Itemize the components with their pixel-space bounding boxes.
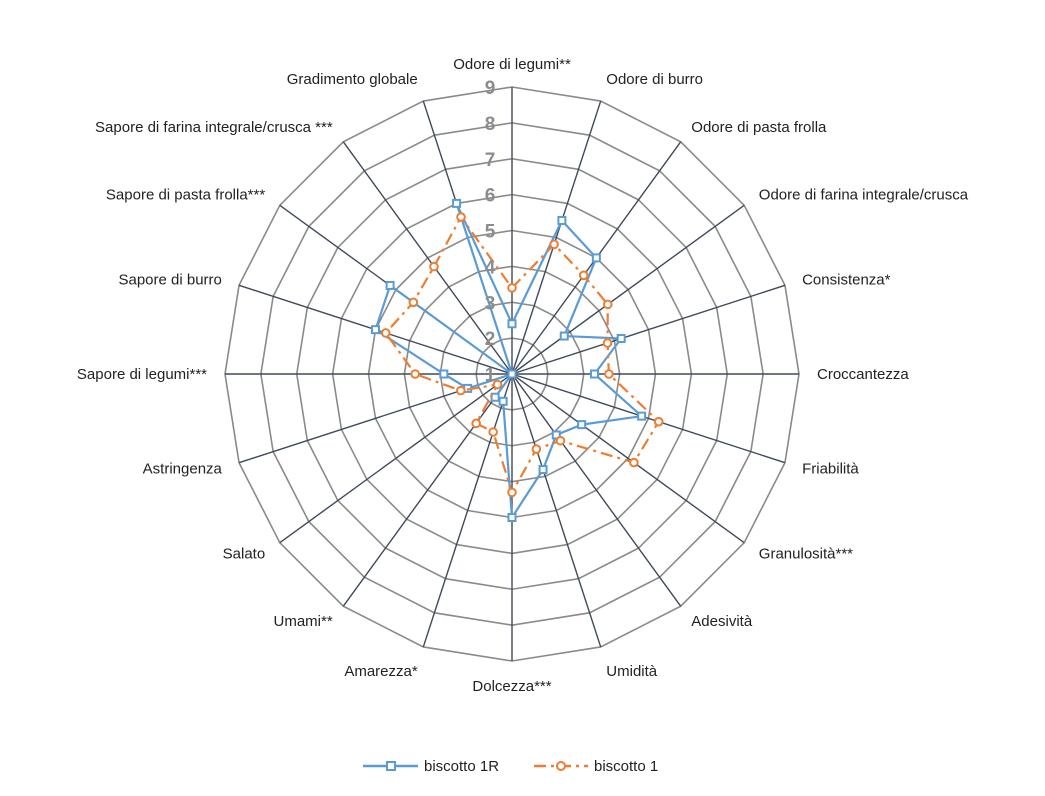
series-1-point-17 xyxy=(385,280,395,290)
series-1-point-8 xyxy=(551,430,561,440)
category-label-7: Granulosità*** xyxy=(759,545,853,562)
series-2-point-14 xyxy=(456,385,466,396)
tick-label-6: 6 xyxy=(485,186,496,207)
series-2-point-4 xyxy=(602,338,613,348)
series-1-point-19 xyxy=(452,198,462,208)
series-1-point-5 xyxy=(590,369,600,379)
legend-item-series-2[interactable]: biscotto 1 xyxy=(534,758,658,775)
series-2-point-0 xyxy=(507,283,517,293)
series-1-point-2 xyxy=(591,253,601,263)
category-label-5: Croccantezza xyxy=(817,366,909,383)
category-label-14: Astringenza xyxy=(143,460,223,477)
spoke-13 xyxy=(279,373,513,544)
category-label-17: Sapore di pasta frolla*** xyxy=(106,187,265,204)
series-2-point-2 xyxy=(578,270,589,281)
legend: biscotto 1R biscotto 1 xyxy=(363,758,658,775)
category-label-2: Odore di pasta frolla xyxy=(691,119,827,136)
series-1 xyxy=(371,198,647,522)
series-2-point-12 xyxy=(471,418,481,429)
category-label-0: Odore di legumi** xyxy=(453,56,571,73)
category-label-8: Adesività xyxy=(691,613,753,630)
series-2-point-1 xyxy=(549,239,559,250)
category-label-11: Amarezza* xyxy=(344,663,418,680)
category-label-3: Odore di farina integrale/crusca xyxy=(759,187,969,204)
legend-marker-series-2 xyxy=(556,761,566,771)
spoke-9 xyxy=(511,373,602,648)
series-1-point-16 xyxy=(371,325,381,335)
series-2-point-19 xyxy=(456,212,466,222)
category-labels: Odore di legumi** Odore di burro Odore di … xyxy=(77,56,969,695)
category-label-9: Umidità xyxy=(606,663,658,680)
category-label-10: Dolcezza*** xyxy=(472,678,551,695)
legend-label-series-2: biscotto 1 xyxy=(594,758,658,775)
tick-label-5: 5 xyxy=(485,222,496,243)
series-1-point-10 xyxy=(507,513,517,522)
category-label-1: Odore di burro xyxy=(606,71,703,88)
tick-label-7: 7 xyxy=(485,150,496,171)
series-1-point-6 xyxy=(637,411,647,421)
spoke-8 xyxy=(511,373,682,607)
spoke-11 xyxy=(422,373,513,648)
series-1-point-4 xyxy=(616,334,626,344)
spoke-3 xyxy=(511,204,745,375)
category-label-16: Sapore di burro xyxy=(118,272,221,289)
series-1-point-3 xyxy=(559,331,569,341)
series-1-point-9 xyxy=(538,465,548,475)
tick-label-8: 8 xyxy=(485,114,496,135)
category-label-12: Umami** xyxy=(274,613,333,630)
category-label-6: Friabilità xyxy=(802,460,859,477)
series-2-point-8 xyxy=(555,435,566,446)
series-1-point-1 xyxy=(557,215,567,225)
spoke-18 xyxy=(342,141,513,375)
spoke-12 xyxy=(342,373,513,607)
category-label-13: Salato xyxy=(223,545,266,562)
series-1-point-18 xyxy=(507,369,517,379)
series-2-point-3 xyxy=(602,299,613,310)
series-2-point-7 xyxy=(629,457,639,468)
series-1-point-11 xyxy=(498,396,508,406)
category-label-15: Sapore di legumi*** xyxy=(77,366,207,383)
legend-label-series-1: biscotto 1R xyxy=(424,758,499,775)
series-2-point-10 xyxy=(507,487,517,498)
spoke-7 xyxy=(511,373,745,544)
series-2-point-6 xyxy=(653,416,664,427)
legend-item-series-1[interactable]: biscotto 1R xyxy=(363,758,499,775)
spoke-4 xyxy=(511,284,786,375)
series-2-point-13 xyxy=(492,379,503,390)
series-2-point-16 xyxy=(380,328,391,338)
series-2-point-18 xyxy=(429,261,439,272)
series-2-point-17 xyxy=(408,297,419,308)
category-label-19: Gradimento globale xyxy=(287,71,418,88)
radial-tick-labels: 1 2 3 4 5 6 7 8 9 xyxy=(485,78,496,386)
series-2-point-5 xyxy=(604,369,614,379)
series-1-point-7 xyxy=(577,420,587,430)
tick-label-1: 1 xyxy=(485,365,496,386)
tick-label-2: 2 xyxy=(485,329,496,350)
series-2 xyxy=(380,212,664,498)
tick-label-9: 9 xyxy=(485,78,496,99)
spoke-6 xyxy=(511,373,786,464)
data-series xyxy=(371,198,664,522)
series-1-point-0 xyxy=(507,319,517,329)
spoke-1 xyxy=(511,100,602,375)
series-2-point-15 xyxy=(410,369,420,379)
series-2-point-9 xyxy=(531,444,542,454)
category-label-18: Sapore di farina integrale/crusca *** xyxy=(95,119,333,136)
series-1-point-15 xyxy=(439,369,449,379)
tick-label-4: 4 xyxy=(485,257,496,278)
series-2-point-11 xyxy=(488,427,498,437)
category-label-4: Consistenza* xyxy=(802,272,891,289)
legend-marker-series-1 xyxy=(386,761,396,771)
tick-label-3: 3 xyxy=(485,293,496,314)
